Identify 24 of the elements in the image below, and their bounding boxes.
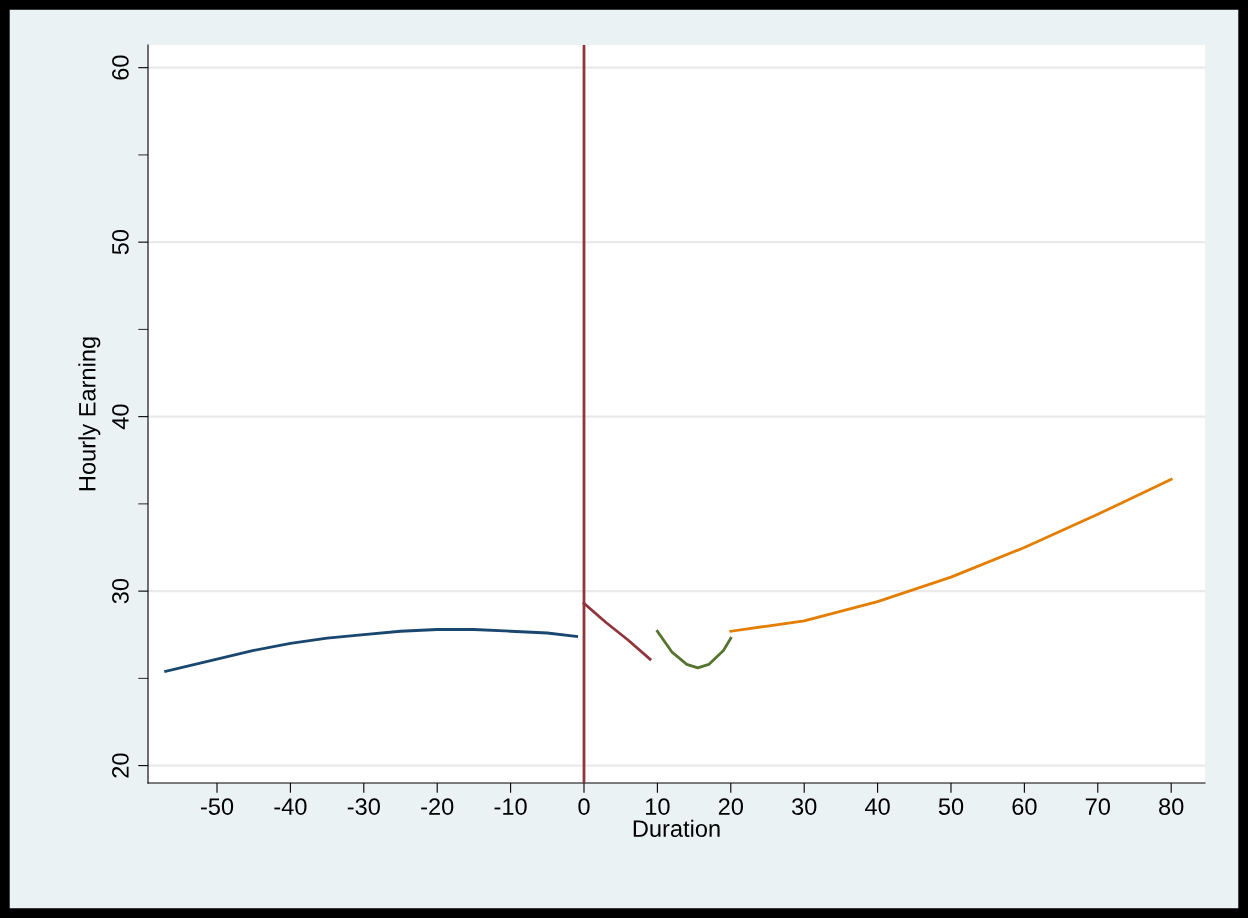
y-tick-label: 50 (112, 229, 129, 255)
y-tick-label: 40 (112, 404, 129, 430)
x-tick-label: 0 (578, 798, 590, 815)
x-tick-label: -40 (274, 798, 307, 815)
line-series (164, 628, 579, 673)
x-tick-label: 30 (791, 798, 817, 815)
x-tick-label: -20 (421, 798, 454, 815)
x-tick-label: 80 (1159, 798, 1184, 815)
x-tick-label: 70 (1085, 798, 1110, 815)
y-tick-label: 20 (112, 753, 129, 778)
x-axis-title: Duration (633, 819, 720, 837)
x-tick-label: 10 (646, 798, 670, 815)
y-axis-title: Hourly Earning (78, 337, 101, 491)
x-tick-label: 60 (1012, 798, 1037, 815)
x-tick-label: -50 (200, 798, 234, 815)
line-series (656, 629, 733, 670)
y-tick-label: 60 (112, 55, 129, 80)
x-tick-label: -10 (494, 798, 527, 815)
x-tick-label: 20 (718, 798, 743, 815)
x-tick-label: 40 (865, 798, 890, 815)
x-tick-label: -30 (347, 798, 380, 815)
line-series (729, 478, 1173, 633)
y-tick-label: 30 (112, 578, 129, 604)
x-tick-label: 50 (938, 798, 964, 815)
